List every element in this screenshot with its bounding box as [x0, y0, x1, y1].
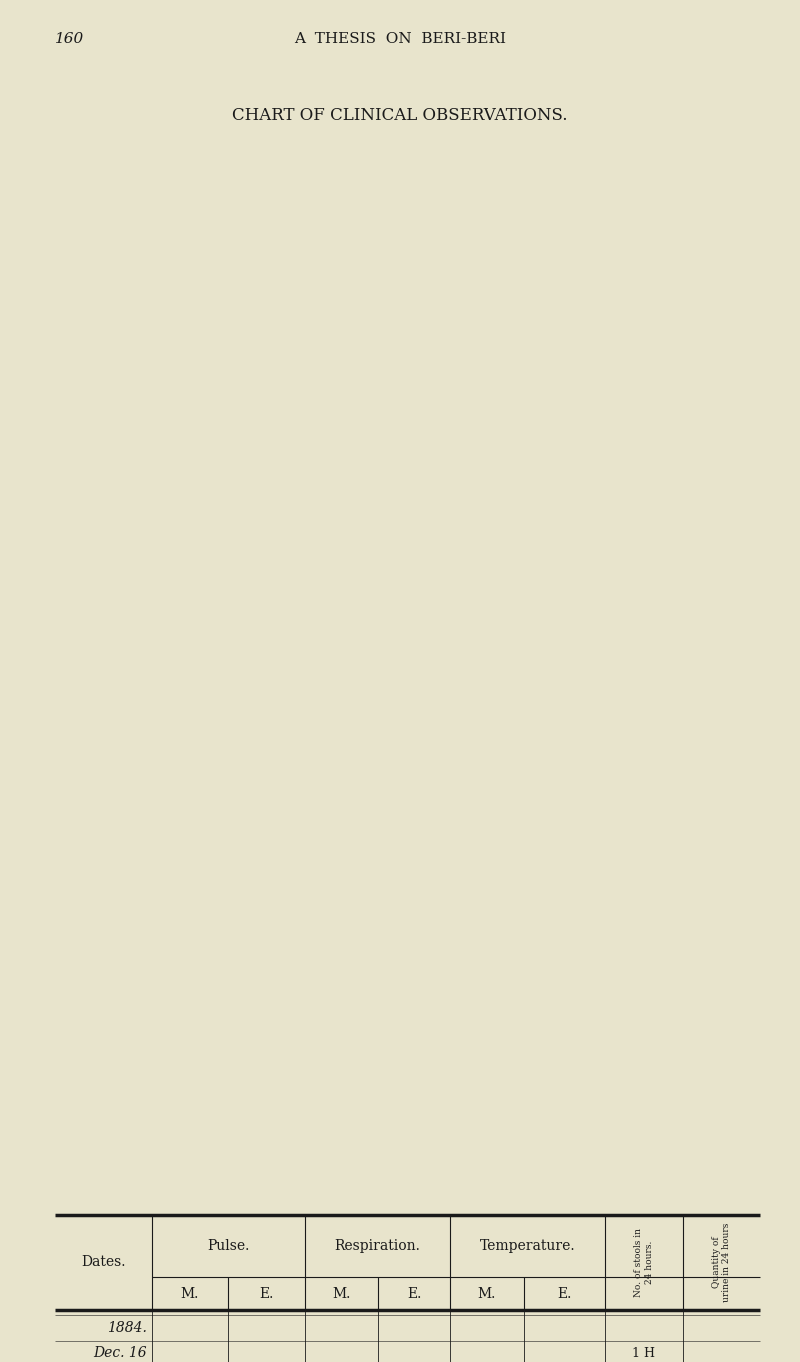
Text: M.: M.	[181, 1287, 199, 1301]
Text: Quantity of
urine in 24 hours: Quantity of urine in 24 hours	[712, 1223, 731, 1302]
Text: Temperature.: Temperature.	[480, 1239, 575, 1253]
Text: M.: M.	[478, 1287, 496, 1301]
Text: Dec. 16: Dec. 16	[94, 1346, 147, 1361]
Text: CHART OF CLINICAL OBSERVATIONS.: CHART OF CLINICAL OBSERVATIONS.	[232, 108, 568, 124]
Text: M.: M.	[332, 1287, 350, 1301]
Text: 1884.: 1884.	[107, 1321, 147, 1335]
Text: A  THESIS  ON  BERI-BERI: A THESIS ON BERI-BERI	[294, 31, 506, 46]
Text: E.: E.	[558, 1287, 572, 1301]
Text: 160: 160	[55, 31, 84, 46]
Text: Dates.: Dates.	[82, 1256, 126, 1269]
Text: E.: E.	[259, 1287, 274, 1301]
Text: 1 H: 1 H	[633, 1347, 655, 1359]
Text: E.: E.	[407, 1287, 421, 1301]
Text: Pulse.: Pulse.	[207, 1239, 250, 1253]
Text: Respiration.: Respiration.	[334, 1239, 421, 1253]
Text: No. of stools in
24 hours.: No. of stools in 24 hours.	[634, 1229, 654, 1297]
